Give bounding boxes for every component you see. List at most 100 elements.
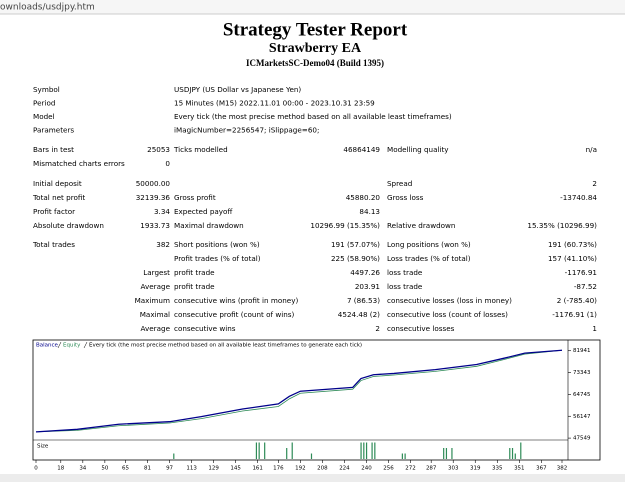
info-value: Every tick (the most precise method base…: [174, 112, 452, 121]
size-bar: [520, 442, 522, 459]
legend-model: Every tick (the most precise method base…: [89, 343, 362, 349]
size-bar: [291, 442, 293, 459]
stat-value: 203.91: [355, 282, 380, 291]
x-tick-label: 319: [470, 466, 481, 472]
stat-value: 1: [592, 324, 597, 333]
info-value: 15 Minutes (M15) 2022.11.01 00:00 - 2023…: [174, 99, 375, 108]
stat-label: Loss trades (% of total): [387, 254, 471, 263]
stat-value: 7 (86.53): [347, 296, 380, 305]
stat-value: 191 (60.73%): [548, 240, 597, 249]
stat-label: Ticks modelled: [173, 145, 228, 154]
server: ICMarketsSC-Demo04 (Build 1395): [246, 58, 384, 68]
stat-value: 0: [165, 159, 170, 168]
legend-separator: [83, 341, 88, 349]
info-value: USDJPY (US Dollar vs Japanese Yen): [174, 85, 301, 94]
size-label: Size: [37, 444, 49, 450]
x-tick-label: 81: [144, 466, 151, 472]
size-bar: [404, 453, 406, 459]
size-bar: [371, 442, 373, 459]
x-tick-label: 113: [186, 466, 197, 472]
x-tick-label: 272: [405, 466, 416, 472]
size-bar: [445, 448, 448, 459]
stat-value: 4524.48 (2): [338, 310, 380, 319]
stat-value: 2 (-785.40): [557, 296, 597, 305]
stat-label: Expected payoff: [174, 207, 233, 216]
x-tick-label: 240: [361, 466, 372, 472]
x-tick-label: 161: [252, 466, 263, 472]
stat-value: 45880.20: [346, 193, 381, 202]
stat-label: Long positions (won %): [387, 240, 471, 249]
info-label: Model: [33, 112, 55, 121]
stat-label: Spread: [387, 179, 412, 188]
stat-value: 157 (41.10%): [548, 254, 597, 263]
info-label: Symbol: [33, 85, 60, 94]
stat-value: 3.34: [154, 207, 170, 216]
x-tick-label: 176: [273, 466, 284, 472]
stat-label: Short positions (won %): [174, 240, 260, 249]
stat-label: Profit factor: [33, 207, 75, 216]
stat-value: 15.35% (10296.99): [527, 221, 597, 230]
size-bar: [511, 448, 514, 459]
size-bar: [451, 448, 453, 459]
size-bar: [255, 442, 258, 459]
y-tick-label: 64745: [573, 392, 591, 398]
chart-frame: [32, 339, 601, 461]
x-tick-label: 256: [383, 466, 394, 472]
x-tick-label: 335: [492, 466, 503, 472]
x-tick-label: 287: [426, 466, 437, 472]
stat-label: consecutive losses: [387, 324, 455, 333]
stat-label: Mismatched charts errors: [33, 159, 125, 168]
stat-value: 2: [375, 324, 380, 333]
stat-label: consecutive losses (loss in money): [387, 296, 512, 305]
scrollbar: [0, 474, 625, 482]
stat-label: consecutive wins (profit in money): [174, 296, 298, 305]
stat-label: loss trade: [387, 282, 423, 291]
stat-value: 84.13: [359, 207, 380, 216]
url[interactable]: ownloads/usdjpy.htm: [0, 3, 95, 13]
stat-label: Bars in test: [33, 145, 74, 154]
size-bar: [443, 448, 445, 459]
stat-label: loss trade: [387, 268, 423, 277]
stat-label: Total net profit: [32, 193, 85, 202]
size-bar: [363, 442, 365, 459]
stat-label: Maximal drawdown: [174, 221, 244, 230]
y-tick-label: 56147: [573, 414, 591, 420]
stat-value: 32139.36: [136, 193, 171, 202]
size-bar: [258, 442, 260, 459]
stat-label: Gross loss: [387, 193, 424, 202]
info-label: Period: [33, 99, 55, 108]
size-bar: [310, 453, 313, 459]
legend: Balance Equity Every tick (the most prec…: [36, 341, 362, 349]
stat-label: profit trade: [174, 268, 215, 277]
stat-label: Relative drawdown: [387, 221, 455, 230]
stat-label: consecutive loss (count of losses): [387, 310, 508, 319]
y-tick-label: 73343: [573, 370, 591, 376]
x-tick-label: 224: [339, 466, 350, 472]
size-bar: [286, 448, 288, 459]
legend-equity: Equity: [63, 343, 81, 349]
stat-value: Largest: [143, 268, 170, 277]
stat-label: Initial deposit: [33, 179, 82, 188]
x-tick-label: 129: [208, 466, 219, 472]
stat-label: Profit trades (% of total): [174, 254, 261, 263]
legend-balance: Balance: [36, 343, 59, 349]
info-label: Parameters: [33, 126, 74, 135]
stat-value: 225 (58.90%): [331, 254, 380, 263]
x-tick-label: 351: [514, 466, 525, 472]
stat-label: Gross profit: [174, 193, 216, 202]
stat-value: 382: [156, 240, 170, 249]
legend-separator: [57, 341, 62, 349]
x-tick-label: 192: [295, 466, 306, 472]
stat-value: 25053: [147, 145, 170, 154]
x-tick-label: 50: [101, 466, 108, 472]
x-tick-label: 18: [57, 466, 64, 472]
stat-value: 50000.00: [136, 179, 171, 188]
stat-value: -1176.91 (1): [552, 310, 597, 319]
x-tick-label: 382: [557, 466, 568, 472]
stat-value: 4497.26: [350, 268, 380, 277]
y-tick-label: 47549: [573, 436, 591, 442]
x-tick-label: 97: [166, 466, 173, 472]
x-tick-label: 34: [79, 466, 86, 472]
x-tick-label: 145: [230, 466, 241, 472]
